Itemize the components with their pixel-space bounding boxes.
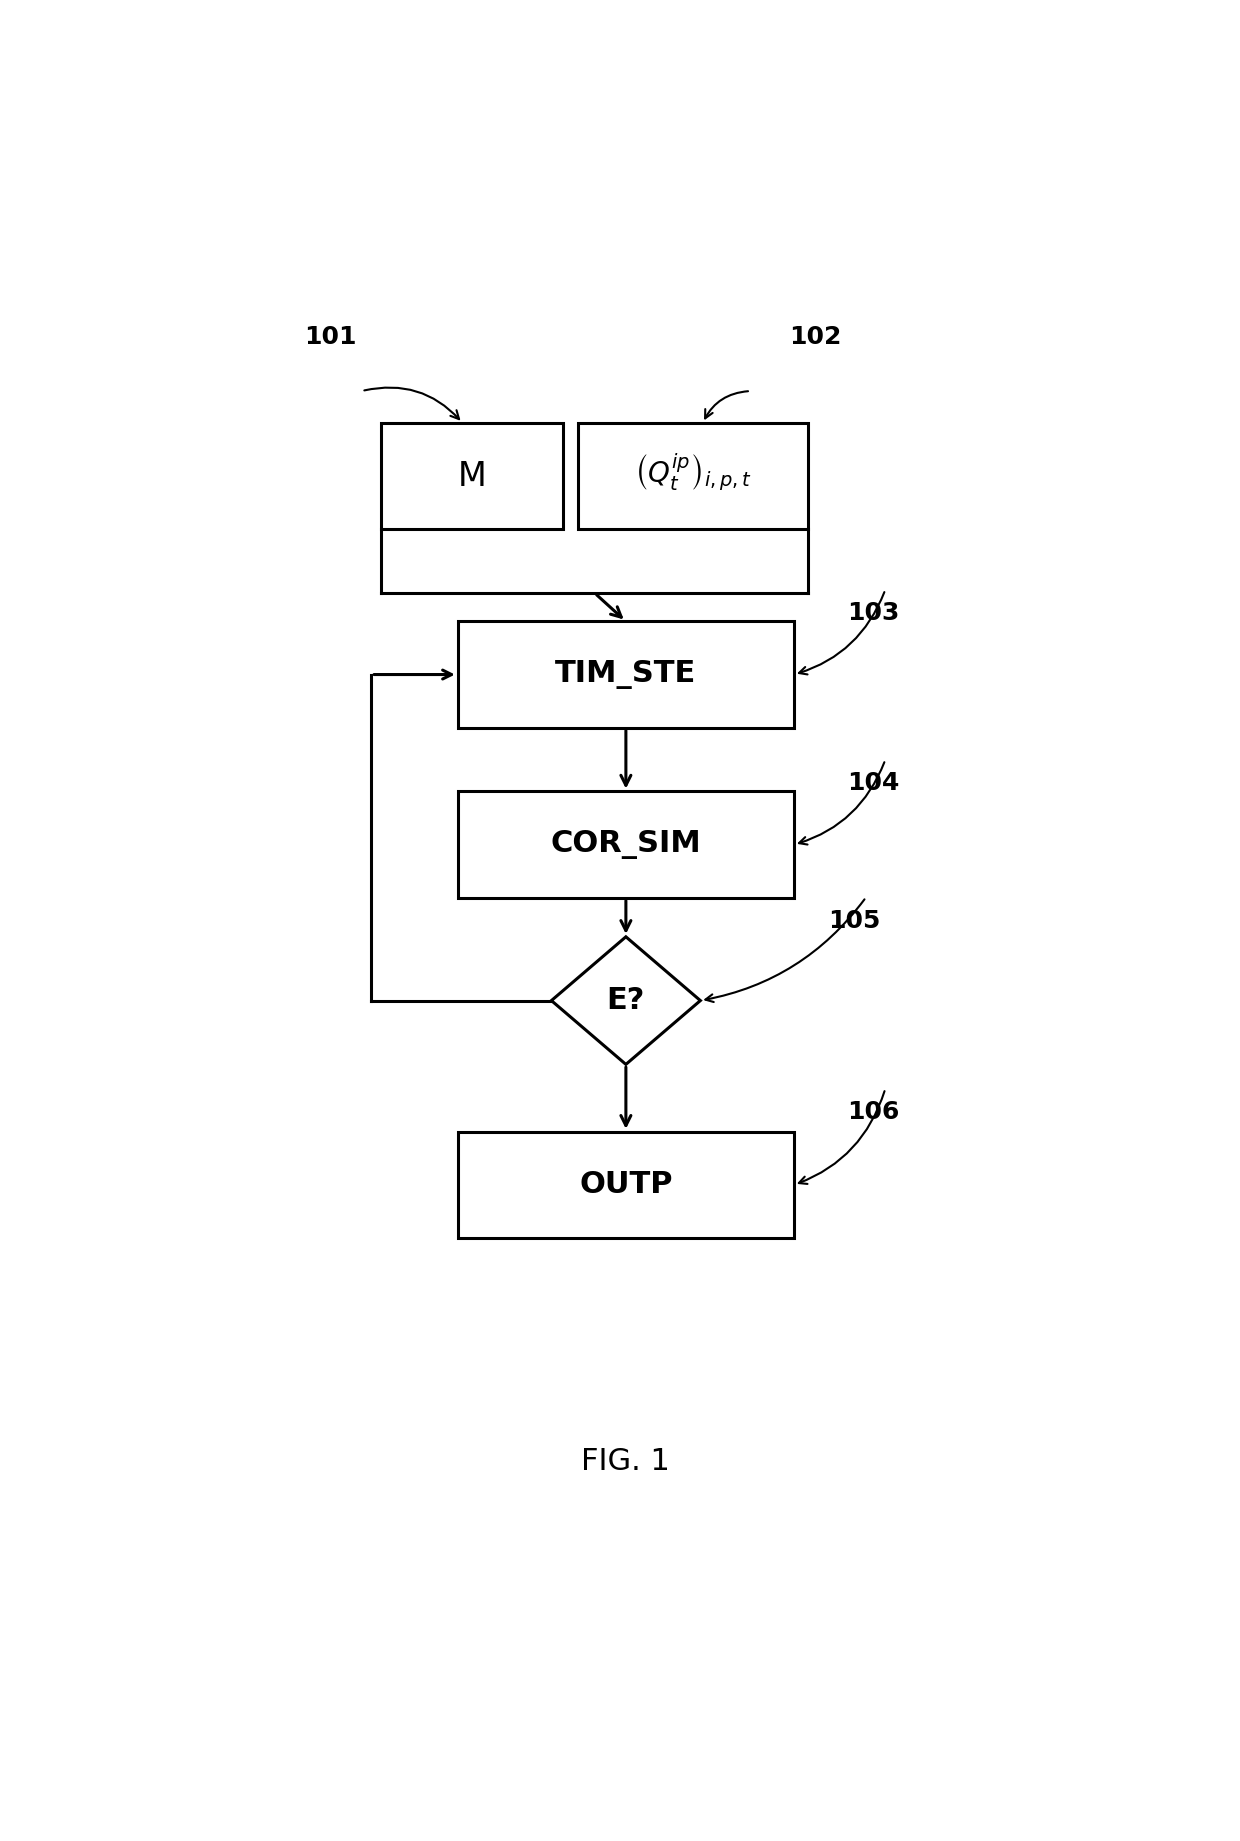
Bar <box>381 423 563 528</box>
Text: FIG. 1: FIG. 1 <box>582 1447 671 1476</box>
Text: M: M <box>458 460 486 493</box>
Text: 104: 104 <box>847 771 899 795</box>
Polygon shape <box>552 937 701 1064</box>
Bar <box>458 622 794 727</box>
Text: 106: 106 <box>847 1099 899 1123</box>
Bar <box>458 792 794 898</box>
Text: 101: 101 <box>304 324 356 348</box>
Text: 103: 103 <box>847 600 899 624</box>
Text: OUTP: OUTP <box>579 1171 672 1198</box>
Text: E?: E? <box>606 987 645 1014</box>
Text: COR_SIM: COR_SIM <box>551 830 702 860</box>
Text: TIM_STE: TIM_STE <box>556 661 697 689</box>
Bar <box>458 1132 794 1237</box>
Text: 105: 105 <box>828 909 880 933</box>
Text: $\left(Q_t^{ip}\right)_{i,p,t}$: $\left(Q_t^{ip}\right)_{i,p,t}$ <box>634 451 753 493</box>
Bar <box>578 423 808 528</box>
Text: 102: 102 <box>789 324 842 348</box>
